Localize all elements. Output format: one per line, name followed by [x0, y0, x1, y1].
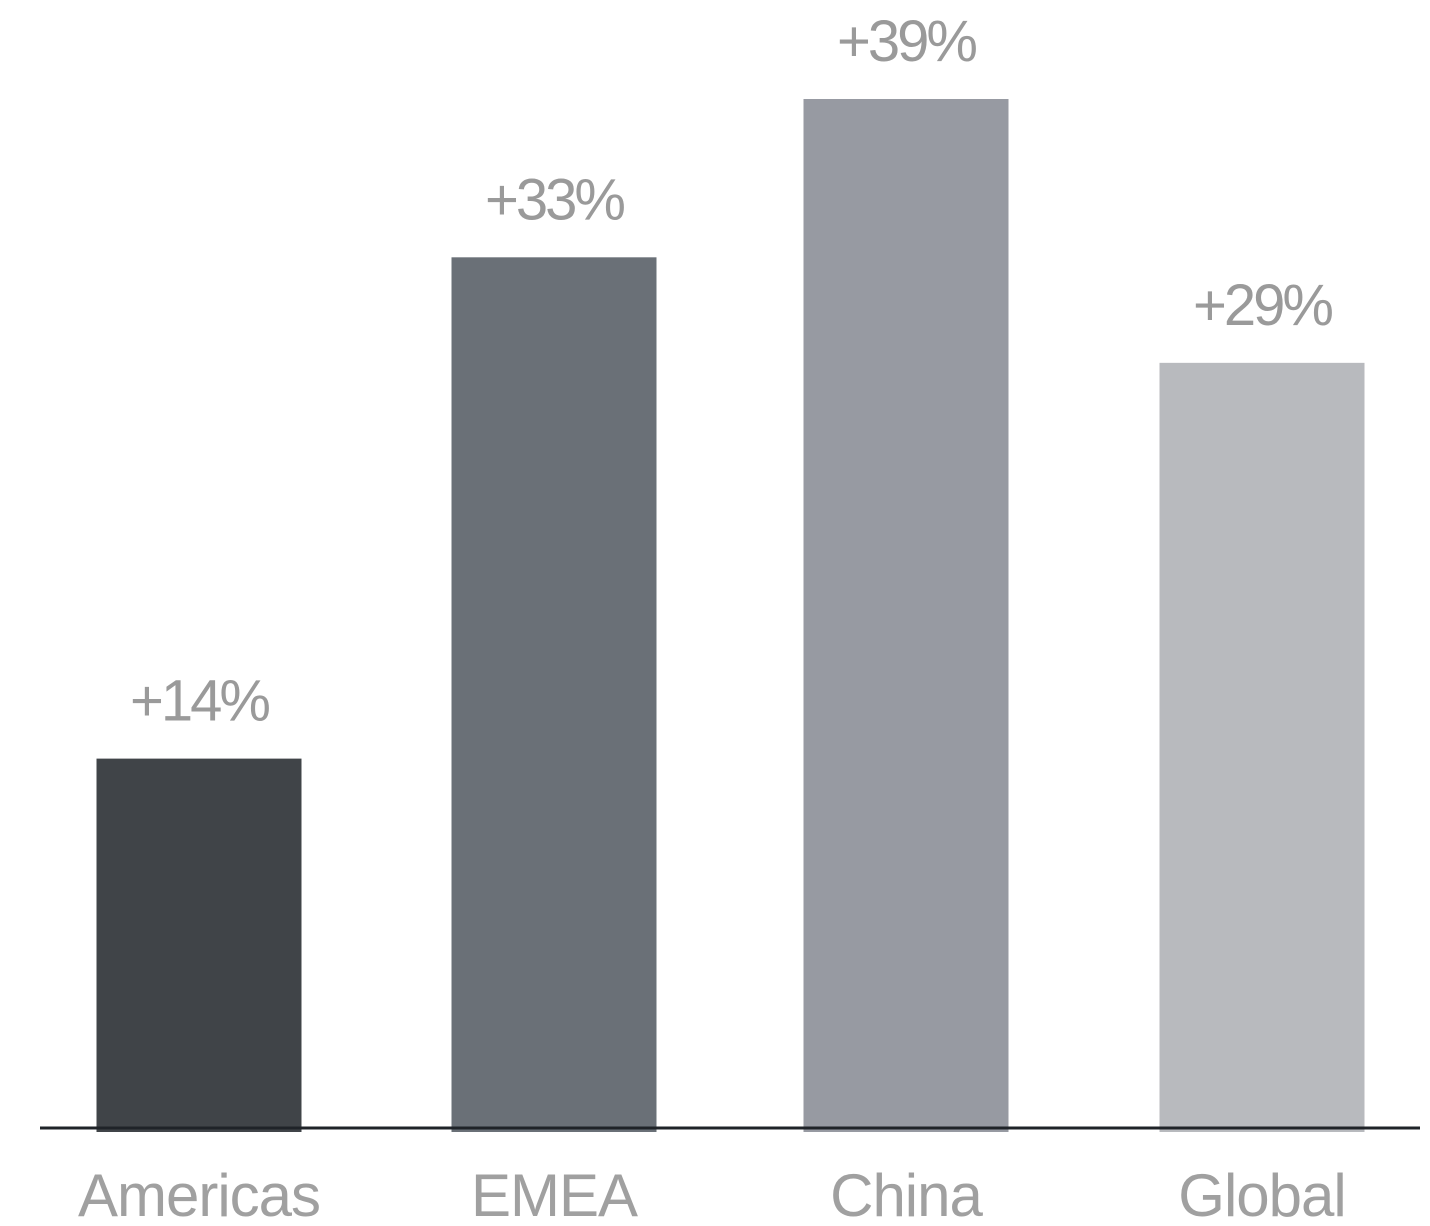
category-labels-group: Americas EMEA China Global [78, 1162, 1347, 1226]
data-label-china: +39% [837, 9, 976, 74]
category-label-china: China [830, 1162, 983, 1226]
category-label-americas: Americas [78, 1162, 320, 1226]
bar-emea [451, 257, 657, 1132]
data-label-emea: +33% [485, 167, 624, 232]
category-label-emea: EMEA [471, 1162, 638, 1226]
data-label-americas: +14% [130, 669, 269, 734]
bar-china [803, 99, 1009, 1132]
bar-americas [96, 758, 302, 1132]
data-label-global: +29% [1193, 273, 1332, 338]
value-labels-group: +14% +33% +39% +29% [130, 9, 1335, 734]
bar-global [1159, 362, 1365, 1132]
bars-group [96, 99, 1365, 1132]
category-label-global: Global [1178, 1162, 1345, 1226]
